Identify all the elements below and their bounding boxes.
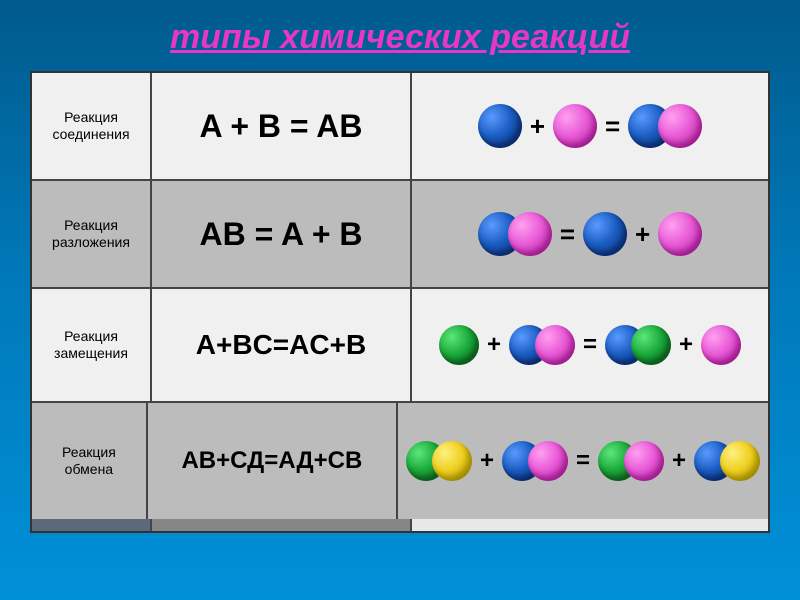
operator: + xyxy=(528,111,547,142)
reaction-diagram: + = + xyxy=(398,403,768,519)
operator: + xyxy=(485,331,503,359)
atom-pink xyxy=(528,441,568,481)
footer-seg xyxy=(412,519,768,531)
molecule xyxy=(553,104,597,148)
atom-pink xyxy=(658,104,702,148)
atom-yellow xyxy=(720,441,760,481)
operator: = xyxy=(558,219,577,250)
atom-pink xyxy=(701,325,741,365)
molecule xyxy=(478,212,552,256)
atom-pink xyxy=(508,212,552,256)
table-row: Реакция замещенияA+BC=AC+B + = + xyxy=(32,289,768,403)
atom-green xyxy=(439,325,479,365)
operator: + xyxy=(677,331,695,359)
atom-blue xyxy=(478,104,522,148)
table-row: Реакция обменаАВ+СД=АД+СВ + = + xyxy=(32,403,768,519)
molecule xyxy=(658,212,702,256)
operator: = xyxy=(581,331,599,359)
footer-seg xyxy=(32,519,152,531)
molecule xyxy=(694,441,760,481)
atom-pink xyxy=(553,104,597,148)
molecule xyxy=(583,212,627,256)
atom-yellow xyxy=(432,441,472,481)
reaction-name: Реакция соединения xyxy=(32,73,152,179)
molecule xyxy=(701,325,741,365)
reaction-diagram: + = + xyxy=(412,289,768,401)
atom-pink xyxy=(658,212,702,256)
operator: + xyxy=(478,447,496,475)
reaction-formula: A+BC=AC+B xyxy=(152,289,412,401)
atom-pink xyxy=(624,441,664,481)
table-row: Реакция разложенияAB = A + B=+ xyxy=(32,181,768,289)
table-row: Реакция соединенияA + B = AB+= xyxy=(32,73,768,181)
molecule xyxy=(439,325,479,365)
operator: + xyxy=(670,447,688,475)
molecule xyxy=(628,104,702,148)
reaction-formula: АВ+СД=АД+СВ xyxy=(148,403,398,519)
molecule xyxy=(478,104,522,148)
molecule xyxy=(605,325,671,365)
operator: = xyxy=(603,111,622,142)
molecule xyxy=(509,325,575,365)
footer-strip xyxy=(32,519,768,531)
reaction-name: Реакция обмена xyxy=(32,403,148,519)
reaction-name: Реакция замещения xyxy=(32,289,152,401)
page-title: типы химических реакций xyxy=(0,0,800,71)
reaction-diagram: =+ xyxy=(412,181,768,287)
reaction-diagram: += xyxy=(412,73,768,179)
atom-pink xyxy=(535,325,575,365)
atom-blue xyxy=(583,212,627,256)
reaction-table: Реакция соединенияA + B = AB+=Реакция ра… xyxy=(30,71,770,533)
operator: + xyxy=(633,219,652,250)
atom-green xyxy=(631,325,671,365)
reaction-name: Реакция разложения xyxy=(32,181,152,287)
footer-seg xyxy=(152,519,412,531)
reaction-formula: AB = A + B xyxy=(152,181,412,287)
operator: = xyxy=(574,447,592,475)
molecule xyxy=(502,441,568,481)
molecule xyxy=(598,441,664,481)
molecule xyxy=(406,441,472,481)
reaction-formula: A + B = AB xyxy=(152,73,412,179)
